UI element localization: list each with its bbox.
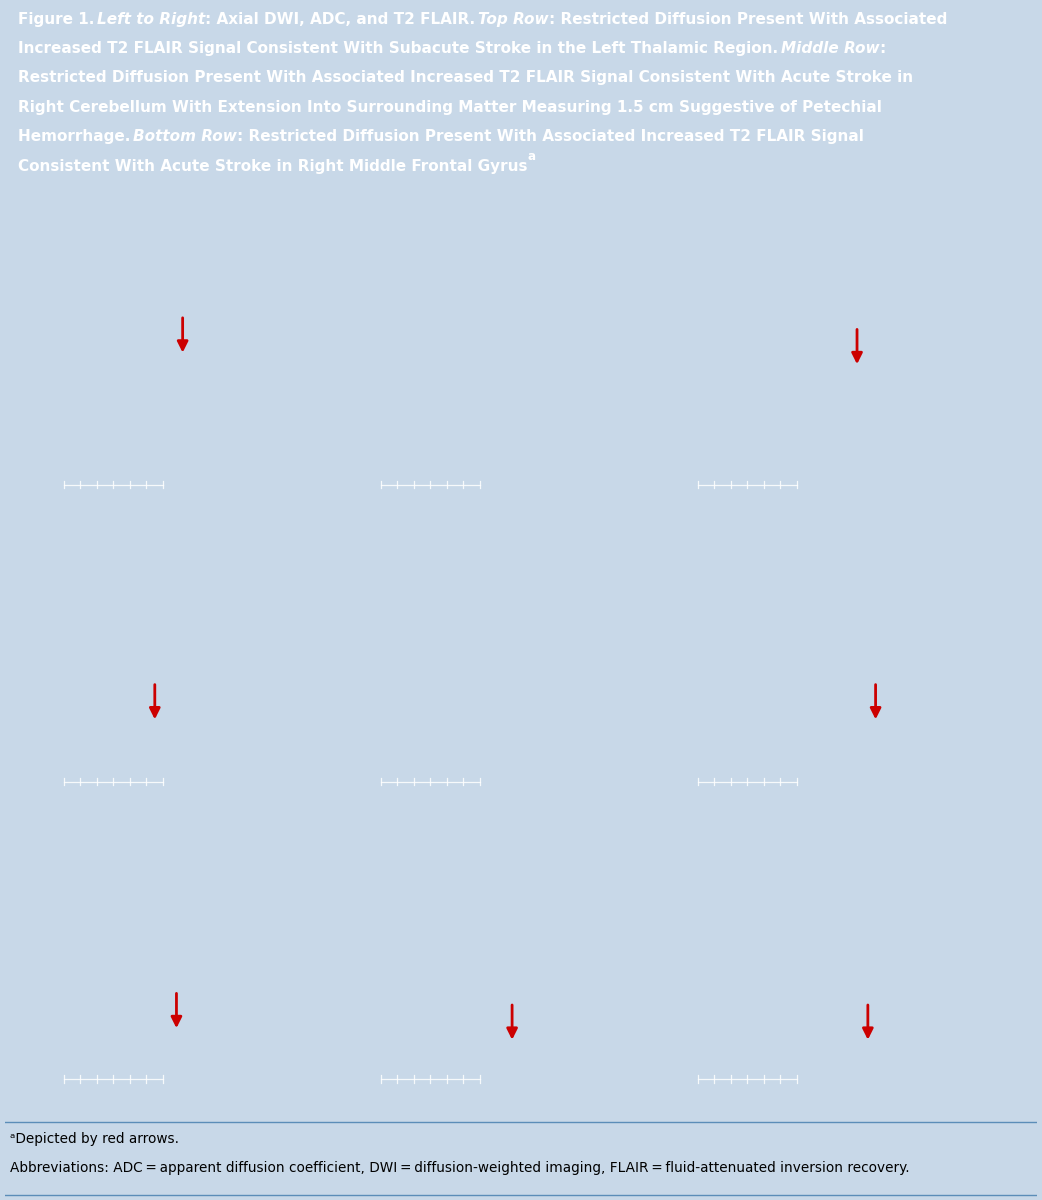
Text: Abbreviations: ADC = apparent diffusion coefficient, DWI = diffusion-weighted im: Abbreviations: ADC = apparent diffusion … <box>10 1160 910 1175</box>
Text: :: : <box>879 41 886 56</box>
Text: : Restricted Diffusion Present With Associated: : Restricted Diffusion Present With Asso… <box>549 12 947 26</box>
Text: ᵃDepicted by red arrows.: ᵃDepicted by red arrows. <box>10 1133 179 1146</box>
Text: Restricted Diffusion Present With Associated Increased T2 FLAIR Signal Consisten: Restricted Diffusion Present With Associ… <box>18 71 913 85</box>
Text: Increased T2 FLAIR Signal Consistent With Subacute Stroke in the Left Thalamic R: Increased T2 FLAIR Signal Consistent Wit… <box>18 41 780 56</box>
Text: Top Row: Top Row <box>478 12 549 26</box>
Text: : Axial DWI, ADC, and T2 FLAIR.: : Axial DWI, ADC, and T2 FLAIR. <box>205 12 478 26</box>
Text: Hemorrhage.: Hemorrhage. <box>18 130 133 144</box>
Text: Figure 1.: Figure 1. <box>18 12 97 26</box>
Text: Consistent With Acute Stroke in Right Middle Frontal Gyrus: Consistent With Acute Stroke in Right Mi… <box>18 158 527 174</box>
Text: : Restricted Diffusion Present With Associated Increased T2 FLAIR Signal: : Restricted Diffusion Present With Asso… <box>237 130 864 144</box>
Text: Bottom Row: Bottom Row <box>133 130 237 144</box>
Text: Middle Row: Middle Row <box>780 41 879 56</box>
Text: a: a <box>527 150 536 163</box>
Text: Right Cerebellum With Extension Into Surrounding Matter Measuring 1.5 cm Suggest: Right Cerebellum With Extension Into Sur… <box>18 100 882 115</box>
Text: Left to Right: Left to Right <box>97 12 205 26</box>
